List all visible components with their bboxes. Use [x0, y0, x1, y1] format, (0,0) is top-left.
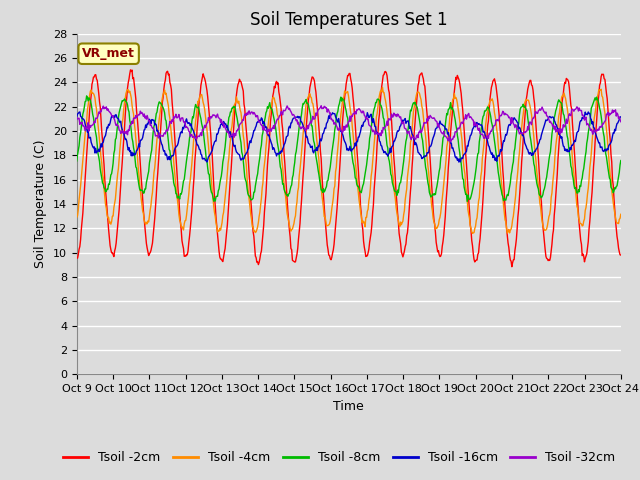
Tsoil -8cm: [140, 191, 147, 196]
Tsoil -8cm: [431, 192, 439, 197]
Tsoil -16cm: [140, 131, 147, 137]
Tsoil -4cm: [223, 180, 230, 186]
Line: Tsoil -4cm: Tsoil -4cm: [77, 87, 621, 233]
Tsoil -32cm: [83, 125, 90, 131]
Tsoil -8cm: [73, 158, 81, 164]
Y-axis label: Soil Temperature (C): Soil Temperature (C): [35, 140, 47, 268]
Tsoil -4cm: [416, 91, 424, 96]
Tsoil -2cm: [416, 73, 424, 79]
Tsoil -16cm: [617, 114, 625, 120]
Tsoil -2cm: [223, 222, 231, 228]
Tsoil -8cm: [223, 127, 231, 133]
Tsoil -32cm: [617, 119, 625, 125]
Tsoil -4cm: [194, 98, 202, 104]
Tsoil -4cm: [73, 215, 81, 220]
Tsoil -32cm: [317, 103, 325, 108]
Tsoil -8cm: [617, 158, 625, 164]
Tsoil -2cm: [508, 264, 516, 270]
Line: Tsoil -32cm: Tsoil -32cm: [77, 106, 621, 142]
Line: Tsoil -16cm: Tsoil -16cm: [77, 112, 621, 162]
X-axis label: Time: Time: [333, 400, 364, 413]
Tsoil -32cm: [431, 118, 439, 123]
Tsoil -2cm: [83, 154, 90, 160]
Tsoil -8cm: [195, 104, 202, 110]
Tsoil -2cm: [431, 229, 439, 235]
Tsoil -2cm: [127, 67, 134, 73]
Tsoil -32cm: [447, 139, 454, 144]
Tsoil -16cm: [223, 123, 231, 129]
Tsoil -2cm: [140, 207, 147, 213]
Tsoil -4cm: [617, 211, 625, 217]
Tsoil -16cm: [455, 159, 463, 165]
Tsoil -4cm: [431, 226, 439, 232]
Tsoil -8cm: [84, 95, 92, 101]
Line: Tsoil -8cm: Tsoil -8cm: [77, 96, 621, 202]
Tsoil -4cm: [83, 118, 90, 124]
Tsoil -16cm: [431, 126, 439, 132]
Tsoil -16cm: [84, 129, 92, 135]
Tsoil -16cm: [195, 144, 202, 150]
Tsoil -16cm: [76, 109, 84, 115]
Tsoil -32cm: [223, 128, 230, 134]
Tsoil -16cm: [416, 151, 424, 157]
Tsoil -2cm: [195, 105, 202, 111]
Tsoil -32cm: [416, 130, 424, 135]
Tsoil -4cm: [139, 208, 147, 214]
Tsoil -32cm: [73, 115, 81, 120]
Tsoil -8cm: [416, 118, 424, 123]
Tsoil -32cm: [194, 133, 202, 139]
Tsoil -16cm: [73, 114, 81, 120]
Text: VR_met: VR_met: [82, 47, 135, 60]
Tsoil -8cm: [83, 93, 90, 99]
Line: Tsoil -2cm: Tsoil -2cm: [77, 70, 621, 267]
Tsoil -8cm: [463, 199, 471, 204]
Tsoil -4cm: [468, 230, 476, 236]
Tsoil -32cm: [139, 111, 147, 117]
Tsoil -4cm: [379, 84, 387, 90]
Title: Soil Temperatures Set 1: Soil Temperatures Set 1: [250, 11, 447, 29]
Legend: Tsoil -2cm, Tsoil -4cm, Tsoil -8cm, Tsoil -16cm, Tsoil -32cm: Tsoil -2cm, Tsoil -4cm, Tsoil -8cm, Tsoi…: [58, 446, 620, 469]
Tsoil -2cm: [617, 252, 625, 258]
Tsoil -2cm: [73, 255, 81, 261]
